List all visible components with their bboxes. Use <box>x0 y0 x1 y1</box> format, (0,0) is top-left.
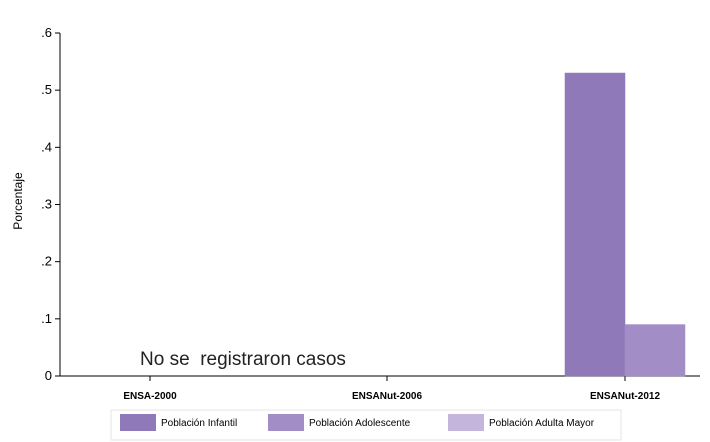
y-axis: 0 .1 .2 .3 .4 .5 .6 <box>41 25 61 383</box>
legend-swatch <box>448 414 484 431</box>
y-tick-label: .2 <box>41 254 52 269</box>
legend-label: Población Infantil <box>161 418 237 429</box>
x-axis: ENSA-2000 ENSANut-2006 ENSANut-2012 <box>60 375 700 402</box>
bars <box>564 72 686 377</box>
y-tick-label: .1 <box>41 311 52 326</box>
y-tick-label: .3 <box>41 197 52 212</box>
bar-poblaci-n-adolescente <box>624 324 686 377</box>
y-tick-label: .6 <box>41 25 52 40</box>
legend-swatch <box>268 414 304 431</box>
y-tick-label: .4 <box>41 139 52 154</box>
y-axis-title: Porcentaje <box>11 172 25 230</box>
no-cases-note: No se registraron casos <box>140 349 346 370</box>
y-tick-label: 0 <box>45 368 52 383</box>
legend: Población Infantil Población Adolescente P… <box>110 409 622 441</box>
x-tick-label: ENSA-2000 <box>123 391 177 402</box>
legend-label: Población Adulta Mayor <box>489 418 595 429</box>
y-tick-label: .5 <box>41 82 52 97</box>
x-tick-label: ENSANut-2006 <box>352 391 422 402</box>
legend-swatch <box>120 414 156 431</box>
bar-poblaci-n-infantil <box>564 72 626 377</box>
legend-label: Población Adolescente <box>309 418 411 429</box>
x-tick-label: ENSANut-2012 <box>590 391 660 402</box>
legend-frame <box>110 409 622 441</box>
